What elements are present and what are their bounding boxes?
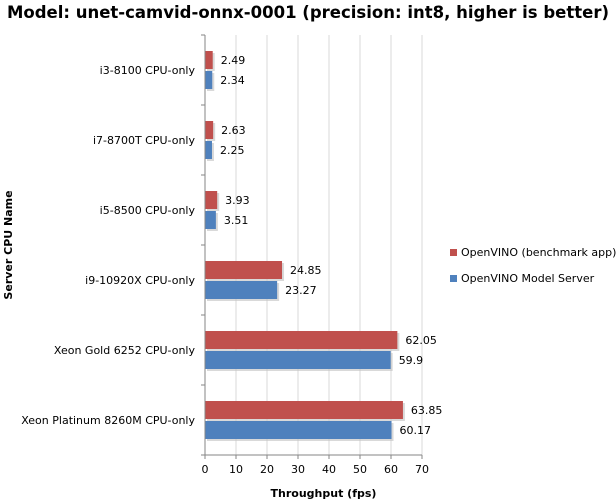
x-tick-label: 20: [260, 463, 274, 476]
bar: [205, 141, 212, 159]
data-label: 2.25: [220, 144, 245, 157]
data-label: 60.17: [400, 424, 432, 437]
chart-title: Model: unet-camvid-onnx-0001 (precision:…: [6, 3, 610, 22]
axes: 0 10 20 30 40 50 60 70 i3-8100 CPU-only i7-8700T …: [2, 34, 429, 500]
x-tick-label: 50: [353, 463, 367, 476]
data-label: 2.49: [221, 54, 246, 67]
x-axis-title: Throughput (fps): [271, 487, 377, 500]
bar: [205, 421, 392, 439]
data-label: 3.93: [225, 194, 250, 207]
bar: [205, 281, 278, 299]
category-label: i3-8100 CPU-only: [100, 64, 196, 77]
data-label: 62.05: [405, 334, 437, 347]
category-label: Xeon Platinum 8260M CPU-only: [21, 414, 195, 427]
bar: [205, 71, 213, 89]
bar: [205, 331, 398, 349]
bar: [205, 351, 391, 369]
grid-lines: [235, 35, 423, 455]
category-label: i7-8700T CPU-only: [93, 134, 196, 147]
data-label: 24.85: [290, 264, 322, 277]
bar: [205, 191, 218, 209]
legend: OpenVINO (benchmark app) OpenVINO Model S…: [450, 246, 616, 285]
x-tick-label: 10: [229, 463, 243, 476]
x-tick-label: 30: [291, 463, 305, 476]
x-tick-label: 40: [322, 463, 336, 476]
bar: [205, 121, 214, 139]
bar: [205, 401, 403, 419]
legend-swatch: [450, 249, 457, 256]
bar: [205, 261, 283, 279]
x-tick-label: 0: [202, 463, 209, 476]
data-label: 2.63: [221, 124, 246, 137]
data-label: 2.34: [220, 74, 245, 87]
legend-label: OpenVINO Model Server: [461, 272, 595, 285]
category-label: i5-8500 CPU-only: [100, 204, 196, 217]
data-label: 63.85: [411, 404, 443, 417]
x-tick-label: 70: [415, 463, 429, 476]
labels: 2.49 2.34 2.63 2.25 3.93 3.51 24.85 23.27 62.05 5…: [220, 54, 442, 437]
data-label: 59.9: [399, 354, 424, 367]
bars: [205, 51, 405, 441]
y-axis-title: Server CPU Name: [2, 190, 15, 299]
category-label: Xeon Gold 6252 CPU-only: [54, 344, 196, 357]
bar: [205, 51, 213, 69]
bar: [205, 211, 216, 229]
x-tick-label: 60: [384, 463, 398, 476]
data-label: 3.51: [224, 214, 249, 227]
category-label: i9-10920X CPU-only: [85, 274, 195, 287]
data-label: 23.27: [285, 284, 317, 297]
legend-swatch: [450, 275, 457, 282]
legend-label: OpenVINO (benchmark app): [461, 246, 616, 259]
